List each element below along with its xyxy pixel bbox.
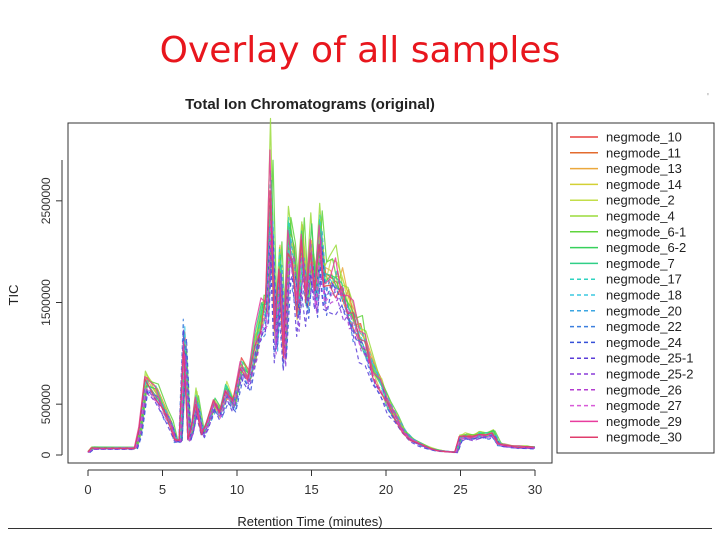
legend-label: negmode_17 [606,272,682,287]
legend-label: negmode_10 [606,130,682,145]
series-line-negmode_25-2 [88,230,536,453]
x-tick-label: 25 [453,482,467,497]
legend-label: negmode_24 [606,335,682,350]
y-tick-label: 2500000 [39,177,53,224]
legend-label: negmode_30 [606,430,682,445]
legend-label: negmode_26 [606,382,682,397]
series-line-negmode_6-1 [89,159,535,453]
legend-box [556,122,715,454]
legend-label: negmode_13 [606,161,682,176]
x-axis-label: Retention Time (minutes) [237,514,382,529]
series-line-negmode_27 [87,215,535,453]
legend-label: negmode_14 [606,177,682,192]
y-axis-label: TIC [6,285,21,306]
slide-title: Overlay of all samples [159,30,561,71]
x-tick-label: 30 [528,482,542,497]
series-line-negmode_26 [88,220,536,453]
legend-label: negmode_25-2 [606,367,693,382]
legend-label: negmode_22 [606,319,682,334]
legend-label: negmode_27 [606,398,682,413]
x-tick-label: 20 [379,482,393,497]
series-line-negmode_29 [87,149,534,453]
y-tick-label: 500000 [39,384,53,424]
series-line-negmode_2 [87,200,536,453]
bottom-rule [8,528,712,529]
legend-label: negmode_25-1 [606,351,693,366]
series-line-negmode_30 [87,190,534,453]
plot-frame [67,122,553,464]
legend-label: negmode_11 [606,145,681,160]
legend-label: negmode_29 [606,414,682,429]
x-tick-label: 10 [230,482,244,497]
legend-label: negmode_6-2 [606,240,686,255]
corner-mark: ' [707,92,709,103]
y-tick-label: 0 [39,451,53,458]
x-tick-label: 5 [159,482,166,497]
x-tick-label: 15 [304,482,318,497]
legend-label: negmode_20 [606,303,682,318]
chart-title: Total Ion Chromatograms (original) [185,96,435,113]
legend-label: negmode_18 [606,288,682,303]
legend-label: negmode_2 [606,193,675,208]
legend-label: negmode_4 [606,209,675,224]
legend-label: negmode_7 [606,256,675,271]
legend-label: negmode_6-1 [606,224,686,239]
x-tick-label: 0 [84,482,91,497]
y-tick-label: 1500000 [39,279,53,326]
